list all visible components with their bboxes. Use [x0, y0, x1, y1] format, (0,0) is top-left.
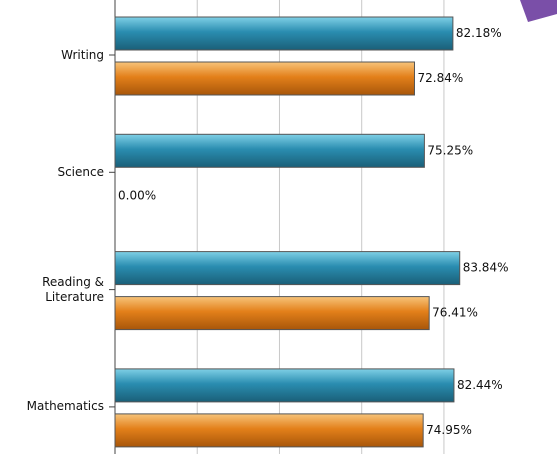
value-label: 0.00% [118, 188, 156, 202]
value-label: 75.25% [427, 143, 473, 157]
y-tick-label: Science [0, 165, 104, 180]
bar [114, 251, 461, 286]
y-tick-label: Reading & Literature [0, 275, 104, 305]
value-label: 72.84% [417, 71, 463, 85]
value-label: 82.44% [457, 378, 503, 392]
bar [114, 133, 425, 168]
decoration [520, 0, 557, 22]
y-tick-label: Mathematics [0, 399, 104, 414]
category-text: Reading & Literature [42, 274, 104, 304]
bar [114, 368, 455, 403]
value-label: 76.41% [432, 306, 478, 320]
bar [114, 296, 430, 331]
value-label: 83.84% [463, 261, 509, 275]
bar [114, 16, 454, 51]
bar [114, 413, 424, 448]
category-text: Science [57, 164, 104, 179]
category-text: Writing [61, 47, 104, 62]
category-text: Mathematics [26, 399, 104, 414]
bar [114, 61, 415, 96]
y-tick-label: Writing [0, 48, 104, 63]
value-label: 74.95% [426, 423, 472, 437]
value-label: 82.18% [456, 26, 502, 40]
